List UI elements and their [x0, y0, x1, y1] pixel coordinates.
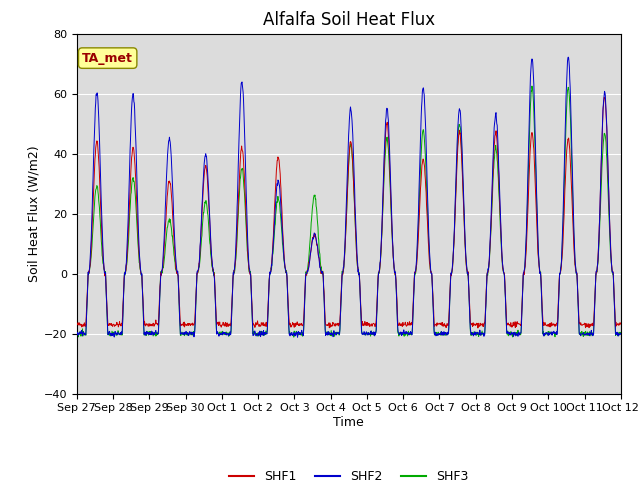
- X-axis label: Time: Time: [333, 416, 364, 429]
- Line: SHF3: SHF3: [77, 86, 621, 337]
- Title: Alfalfa Soil Heat Flux: Alfalfa Soil Heat Flux: [263, 11, 435, 29]
- SHF2: [434, 331, 442, 336]
- SHF2: [255, 330, 262, 336]
- SHF1: [553, 320, 561, 326]
- Line: SHF2: SHF2: [77, 57, 621, 337]
- SHF2: [553, 329, 561, 335]
- SHF3: [255, 333, 262, 338]
- SHF1: [180, 324, 188, 330]
- SHF1: [433, 320, 441, 326]
- SHF3: [194, 270, 202, 276]
- Text: TA_met: TA_met: [82, 51, 133, 65]
- SHF3: [290, 334, 298, 340]
- SHF2: [294, 335, 301, 340]
- SHF3: [553, 331, 561, 336]
- SHF1: [505, 322, 513, 328]
- SHF1: [194, 270, 202, 276]
- Y-axis label: Soil Heat Flux (W/m2): Soil Heat Flux (W/m2): [28, 145, 41, 282]
- SHF3: [180, 333, 188, 338]
- SHF2: [180, 329, 188, 335]
- SHF1: [617, 321, 625, 326]
- Line: SHF1: SHF1: [77, 97, 621, 328]
- Legend: SHF1, SHF2, SHF3: SHF1, SHF2, SHF3: [224, 465, 474, 480]
- SHF3: [617, 331, 625, 337]
- SHF2: [73, 330, 81, 336]
- SHF2: [617, 331, 625, 336]
- SHF1: [255, 323, 262, 329]
- SHF2: [194, 268, 202, 274]
- SHF2: [505, 331, 513, 336]
- SHF3: [434, 332, 442, 337]
- SHF3: [528, 83, 536, 89]
- SHF3: [73, 334, 81, 339]
- SHF1: [474, 325, 482, 331]
- SHF1: [600, 95, 608, 100]
- SHF1: [73, 321, 81, 327]
- SHF2: [564, 54, 572, 60]
- SHF3: [505, 333, 513, 339]
